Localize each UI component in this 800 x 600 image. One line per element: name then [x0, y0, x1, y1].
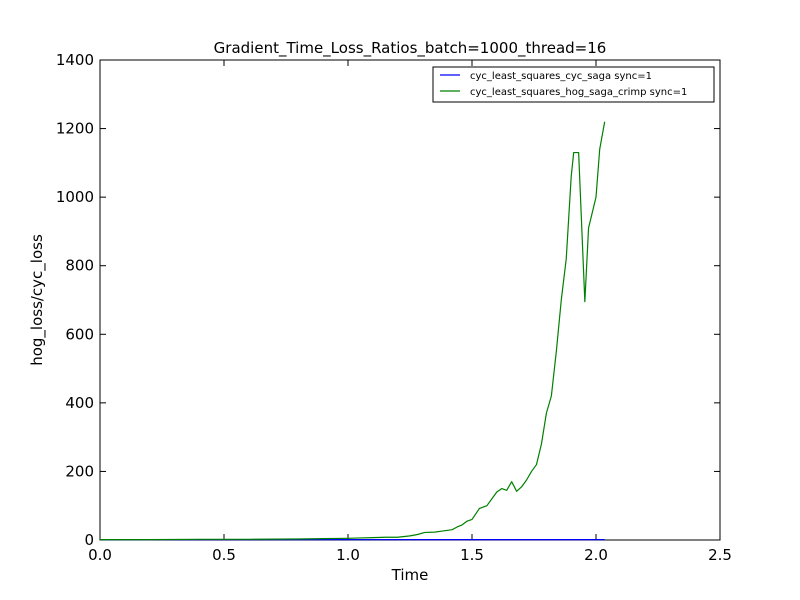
y-tick-label: 0 — [84, 531, 94, 549]
x-tick-label: 2.0 — [584, 546, 608, 564]
y-tick-label: 1400 — [56, 51, 94, 69]
x-tick-label: 0.0 — [88, 546, 112, 564]
legend: cyc_least_squares_cyc_saga sync=1 cyc_le… — [432, 66, 715, 103]
plot-area-frame — [99, 59, 721, 541]
y-tick-label: 600 — [65, 325, 94, 343]
y-axis-label: hog_loss/cyc_loss — [28, 234, 47, 366]
y-tick-label: 400 — [65, 394, 94, 412]
legend-label-series-1: cyc_least_squares_cyc_saga sync=1 — [470, 71, 652, 82]
x-tick-label: 1.5 — [460, 546, 484, 564]
chart-title: Gradient_Time_Loss_Ratios_batch=1000_thr… — [214, 39, 607, 58]
y-tick-label: 800 — [65, 257, 94, 275]
x-tick-label: 1.0 — [336, 546, 360, 564]
x-axis-label: Time — [391, 566, 429, 584]
x-tick-label: 2.5 — [708, 546, 732, 564]
y-tick-label: 1000 — [56, 188, 94, 206]
y-tick-label: 200 — [65, 462, 94, 480]
legend-box — [432, 66, 715, 103]
y-tick-label: 1200 — [56, 120, 94, 138]
series-lines — [100, 121, 606, 541]
x-tick-label: 0.5 — [212, 546, 236, 564]
x-axis-ticks: 0.0 0.5 1.0 1.5 2.0 2.5 — [88, 60, 732, 564]
series-line-2 — [100, 121, 606, 541]
legend-label-series-2: cyc_least_squares_hog_saga_crimp sync=1 — [470, 87, 687, 98]
